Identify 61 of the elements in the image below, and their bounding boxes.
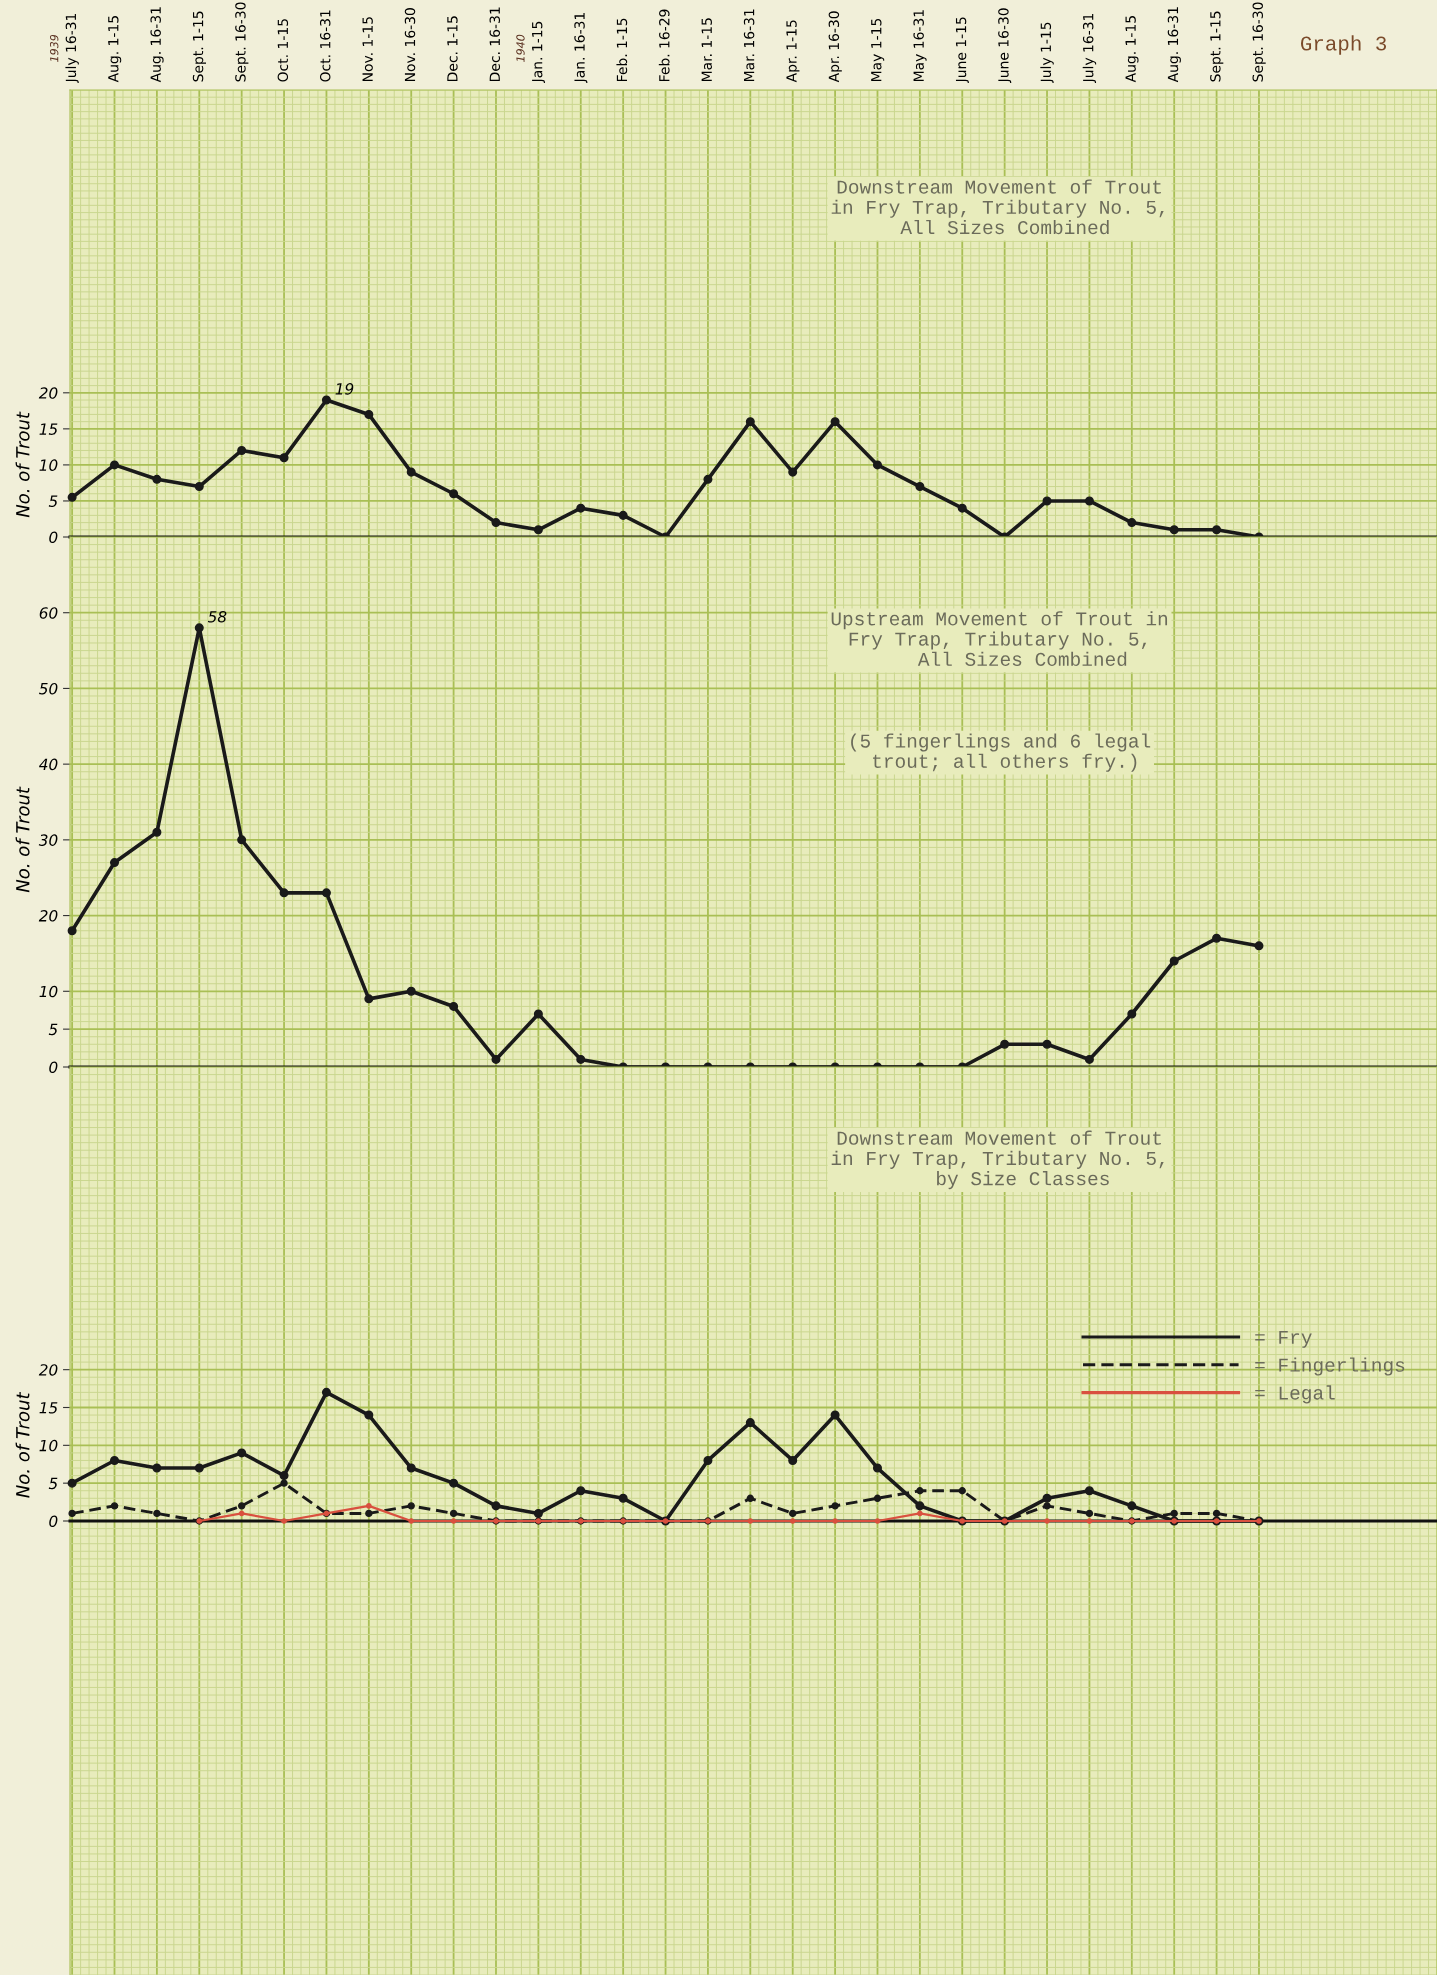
x-tick-label: Sept. 1-15 [192,11,206,82]
x-tick-label: Feb. 1-15 [616,18,628,81]
x-tick-label: Mar. 1-15 [701,18,712,81]
y-axis-title: No. of Trout [15,1391,30,1498]
data-label: 19 [335,383,354,395]
data-label: 58 [207,610,227,623]
text: = Fry [1255,1330,1312,1348]
y-tick-label: 10 [39,985,58,998]
text: Downstream Movement of Trout in Fry Trap, Tributary No. 5, All Sizes Combined [831,179,1164,235]
x-tick-label: Aug. 1-15 [108,16,122,83]
x-tick-label: May 16-31 [913,10,927,81]
y-tick-label: 15 [39,1402,58,1414]
y-tick-label: 20 [38,910,58,922]
x-tick-label: Sept. 16-30 [1252,2,1266,82]
x-tick-label: Aug. 16-31 [1167,7,1181,83]
x-tick-label: June 16-30 [998,8,1012,84]
y-axis-title: No. of Trout [15,786,30,893]
x-tick-label: June 1-15 [955,17,969,84]
y-tick-label: 20 [38,387,58,399]
text: = Legal [1255,1385,1335,1404]
y-tick-label: 30 [38,834,58,846]
text: Downstream Movement of Trout in Fry Trap, Tributary No. 5, by Size Classes [831,1130,1164,1190]
text: (5 fingerlings and 6 legal trout; all others fry.) [851,733,1151,772]
x-tick-label: Dec. 16-31 [489,7,501,81]
y-tick-label: 60 [39,607,58,619]
x-tick-label: July 16-31 [1082,13,1097,84]
y-tick-label: 0 [49,1515,58,1528]
y-tick-label: 5 [48,1023,58,1036]
x-tick-label: Nov. 16-30 [404,8,416,81]
x-tick-label: Aug. 16-31 [150,7,164,83]
x-tick-label: Sept. 1-15 [1210,11,1224,82]
x-tick-label: Jan. 16-31 [574,13,588,84]
y-tick-label: 10 [39,1439,58,1452]
text: Upstream Movement of Trout in Fry Trap, Tributary No. 5, All Sizes Combined [831,611,1168,667]
y-tick-label: 5 [48,1477,58,1490]
caption: Graph 3 [1300,35,1387,55]
y-tick-label: 50 [39,682,58,695]
x-tick-label: Apr. 1-15 [786,20,800,83]
text: 1940 [516,34,525,62]
y-tick-label: 5 [48,495,58,507]
x-tick-label: Aug. 1-15 [1125,16,1139,83]
y-tick-label: 15 [39,423,58,435]
x-tick-label: Dec. 1-15 [447,16,458,81]
x-tick-label: Feb. 16-29 [658,9,670,81]
x-tick-label: May 1-15 [871,18,885,81]
y-tick-label: 0 [49,531,58,544]
y-tick-label: 10 [39,459,58,471]
text: 1939 [49,34,59,62]
y-tick-label: 20 [38,1364,58,1376]
y-tick-label: 0 [49,1061,58,1074]
x-tick-label: Oct. 1-15 [277,19,289,82]
x-tick-label: Mar. 16-31 [743,9,755,81]
x-tick-label: Sept. 16-30 [235,2,249,82]
y-tick-label: 40 [39,758,58,771]
x-tick-label: Apr. 16-30 [828,11,842,83]
y-axis-title: No. of Trout [15,411,30,518]
x-tick-label: July 16-31 [65,13,79,84]
x-tick-label: Nov. 1-15 [362,17,373,81]
x-tick-label: Oct. 16-31 [319,10,331,82]
x-tick-label: July 1-15 [1040,22,1054,84]
x-tick-label: Jan. 1-15 [532,21,545,84]
